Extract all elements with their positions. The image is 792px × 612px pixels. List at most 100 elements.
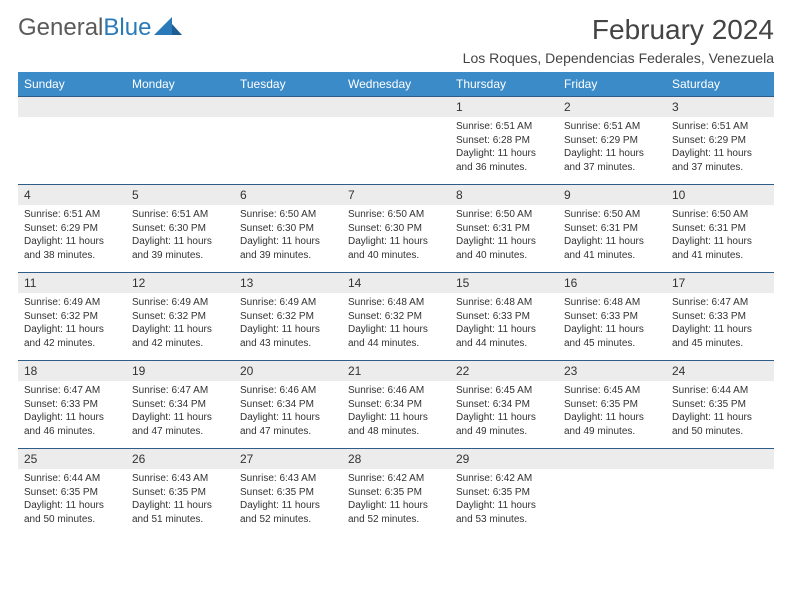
daynum-empty xyxy=(126,97,234,117)
calendar-row: 25Sunrise: 6:44 AMSunset: 6:35 PMDayligh… xyxy=(18,449,774,537)
day-details: Sunrise: 6:48 AMSunset: 6:33 PMDaylight:… xyxy=(450,293,558,356)
calendar-head: SundayMondayTuesdayWednesdayThursdayFrid… xyxy=(18,72,774,97)
daynum: 3 xyxy=(666,97,774,117)
daynum-empty xyxy=(234,97,342,117)
day-cell-18: 18Sunrise: 6:47 AMSunset: 6:33 PMDayligh… xyxy=(18,361,126,449)
daynum: 14 xyxy=(342,273,450,293)
day-cell-2: 2Sunrise: 6:51 AMSunset: 6:29 PMDaylight… xyxy=(558,97,666,185)
daynum: 16 xyxy=(558,273,666,293)
dayname-sunday: Sunday xyxy=(18,72,126,97)
daynum: 27 xyxy=(234,449,342,469)
day-cell-21: 21Sunrise: 6:46 AMSunset: 6:34 PMDayligh… xyxy=(342,361,450,449)
empty-cell xyxy=(234,97,342,185)
daynum: 8 xyxy=(450,185,558,205)
day-cell-26: 26Sunrise: 6:43 AMSunset: 6:35 PMDayligh… xyxy=(126,449,234,537)
month-title: February 2024 xyxy=(463,14,774,46)
day-cell-16: 16Sunrise: 6:48 AMSunset: 6:33 PMDayligh… xyxy=(558,273,666,361)
day-details: Sunrise: 6:43 AMSunset: 6:35 PMDaylight:… xyxy=(126,469,234,532)
daynum-empty xyxy=(342,97,450,117)
daynum: 26 xyxy=(126,449,234,469)
day-details: Sunrise: 6:44 AMSunset: 6:35 PMDaylight:… xyxy=(18,469,126,532)
day-cell-6: 6Sunrise: 6:50 AMSunset: 6:30 PMDaylight… xyxy=(234,185,342,273)
calendar-row: 18Sunrise: 6:47 AMSunset: 6:33 PMDayligh… xyxy=(18,361,774,449)
day-cell-7: 7Sunrise: 6:50 AMSunset: 6:30 PMDaylight… xyxy=(342,185,450,273)
day-cell-9: 9Sunrise: 6:50 AMSunset: 6:31 PMDaylight… xyxy=(558,185,666,273)
daynum: 22 xyxy=(450,361,558,381)
empty-cell xyxy=(558,449,666,537)
day-cell-14: 14Sunrise: 6:48 AMSunset: 6:32 PMDayligh… xyxy=(342,273,450,361)
calendar-row: 4Sunrise: 6:51 AMSunset: 6:29 PMDaylight… xyxy=(18,185,774,273)
day-cell-24: 24Sunrise: 6:44 AMSunset: 6:35 PMDayligh… xyxy=(666,361,774,449)
daynum: 18 xyxy=(18,361,126,381)
day-details: Sunrise: 6:50 AMSunset: 6:30 PMDaylight:… xyxy=(234,205,342,268)
day-cell-11: 11Sunrise: 6:49 AMSunset: 6:32 PMDayligh… xyxy=(18,273,126,361)
empty-cell xyxy=(18,97,126,185)
empty-cell xyxy=(126,97,234,185)
day-cell-22: 22Sunrise: 6:45 AMSunset: 6:34 PMDayligh… xyxy=(450,361,558,449)
daynum: 15 xyxy=(450,273,558,293)
location: Los Roques, Dependencias Federales, Vene… xyxy=(463,50,774,66)
day-cell-25: 25Sunrise: 6:44 AMSunset: 6:35 PMDayligh… xyxy=(18,449,126,537)
day-details: Sunrise: 6:50 AMSunset: 6:30 PMDaylight:… xyxy=(342,205,450,268)
day-details: Sunrise: 6:45 AMSunset: 6:35 PMDaylight:… xyxy=(558,381,666,444)
dayname-saturday: Saturday xyxy=(666,72,774,97)
empty-cell xyxy=(342,97,450,185)
daynum: 23 xyxy=(558,361,666,381)
day-cell-29: 29Sunrise: 6:42 AMSunset: 6:35 PMDayligh… xyxy=(450,449,558,537)
daynum: 19 xyxy=(126,361,234,381)
brand-part2: Blue xyxy=(103,14,151,42)
daynum: 6 xyxy=(234,185,342,205)
day-details: Sunrise: 6:42 AMSunset: 6:35 PMDaylight:… xyxy=(450,469,558,532)
day-details: Sunrise: 6:47 AMSunset: 6:33 PMDaylight:… xyxy=(18,381,126,444)
daynum: 5 xyxy=(126,185,234,205)
day-details: Sunrise: 6:47 AMSunset: 6:33 PMDaylight:… xyxy=(666,293,774,356)
daynum: 13 xyxy=(234,273,342,293)
daynum-empty xyxy=(18,97,126,117)
day-details: Sunrise: 6:47 AMSunset: 6:34 PMDaylight:… xyxy=(126,381,234,444)
calendar-row: 1Sunrise: 6:51 AMSunset: 6:28 PMDaylight… xyxy=(18,97,774,185)
day-cell-20: 20Sunrise: 6:46 AMSunset: 6:34 PMDayligh… xyxy=(234,361,342,449)
day-details: Sunrise: 6:51 AMSunset: 6:30 PMDaylight:… xyxy=(126,205,234,268)
day-cell-4: 4Sunrise: 6:51 AMSunset: 6:29 PMDaylight… xyxy=(18,185,126,273)
calendar-table: SundayMondayTuesdayWednesdayThursdayFrid… xyxy=(18,72,774,537)
brand-logo: GeneralBlue xyxy=(18,14,182,42)
daynum: 11 xyxy=(18,273,126,293)
day-details: Sunrise: 6:46 AMSunset: 6:34 PMDaylight:… xyxy=(234,381,342,444)
day-details: Sunrise: 6:49 AMSunset: 6:32 PMDaylight:… xyxy=(126,293,234,356)
day-details: Sunrise: 6:49 AMSunset: 6:32 PMDaylight:… xyxy=(18,293,126,356)
day-details: Sunrise: 6:51 AMSunset: 6:28 PMDaylight:… xyxy=(450,117,558,180)
daynum: 20 xyxy=(234,361,342,381)
day-details: Sunrise: 6:51 AMSunset: 6:29 PMDaylight:… xyxy=(558,117,666,180)
day-cell-15: 15Sunrise: 6:48 AMSunset: 6:33 PMDayligh… xyxy=(450,273,558,361)
day-cell-3: 3Sunrise: 6:51 AMSunset: 6:29 PMDaylight… xyxy=(666,97,774,185)
calendar-row: 11Sunrise: 6:49 AMSunset: 6:32 PMDayligh… xyxy=(18,273,774,361)
daynum: 4 xyxy=(18,185,126,205)
day-details: Sunrise: 6:48 AMSunset: 6:32 PMDaylight:… xyxy=(342,293,450,356)
day-details: Sunrise: 6:45 AMSunset: 6:34 PMDaylight:… xyxy=(450,381,558,444)
brand-mark-icon xyxy=(154,14,182,42)
title-block: February 2024 Los Roques, Dependencias F… xyxy=(463,14,774,66)
daynum: 25 xyxy=(18,449,126,469)
calendar-body: 1Sunrise: 6:51 AMSunset: 6:28 PMDaylight… xyxy=(18,97,774,537)
day-cell-28: 28Sunrise: 6:42 AMSunset: 6:35 PMDayligh… xyxy=(342,449,450,537)
dayname-tuesday: Tuesday xyxy=(234,72,342,97)
day-details: Sunrise: 6:46 AMSunset: 6:34 PMDaylight:… xyxy=(342,381,450,444)
brand-part1: General xyxy=(18,14,103,42)
day-cell-17: 17Sunrise: 6:47 AMSunset: 6:33 PMDayligh… xyxy=(666,273,774,361)
dayname-thursday: Thursday xyxy=(450,72,558,97)
day-cell-12: 12Sunrise: 6:49 AMSunset: 6:32 PMDayligh… xyxy=(126,273,234,361)
day-details: Sunrise: 6:50 AMSunset: 6:31 PMDaylight:… xyxy=(666,205,774,268)
dayname-friday: Friday xyxy=(558,72,666,97)
day-cell-23: 23Sunrise: 6:45 AMSunset: 6:35 PMDayligh… xyxy=(558,361,666,449)
empty-cell xyxy=(666,449,774,537)
day-details: Sunrise: 6:50 AMSunset: 6:31 PMDaylight:… xyxy=(450,205,558,268)
daynum: 29 xyxy=(450,449,558,469)
day-cell-8: 8Sunrise: 6:50 AMSunset: 6:31 PMDaylight… xyxy=(450,185,558,273)
daynum: 21 xyxy=(342,361,450,381)
day-details: Sunrise: 6:51 AMSunset: 6:29 PMDaylight:… xyxy=(18,205,126,268)
daynum: 24 xyxy=(666,361,774,381)
daynum: 17 xyxy=(666,273,774,293)
daynum: 2 xyxy=(558,97,666,117)
dayname-wednesday: Wednesday xyxy=(342,72,450,97)
dayname-monday: Monday xyxy=(126,72,234,97)
